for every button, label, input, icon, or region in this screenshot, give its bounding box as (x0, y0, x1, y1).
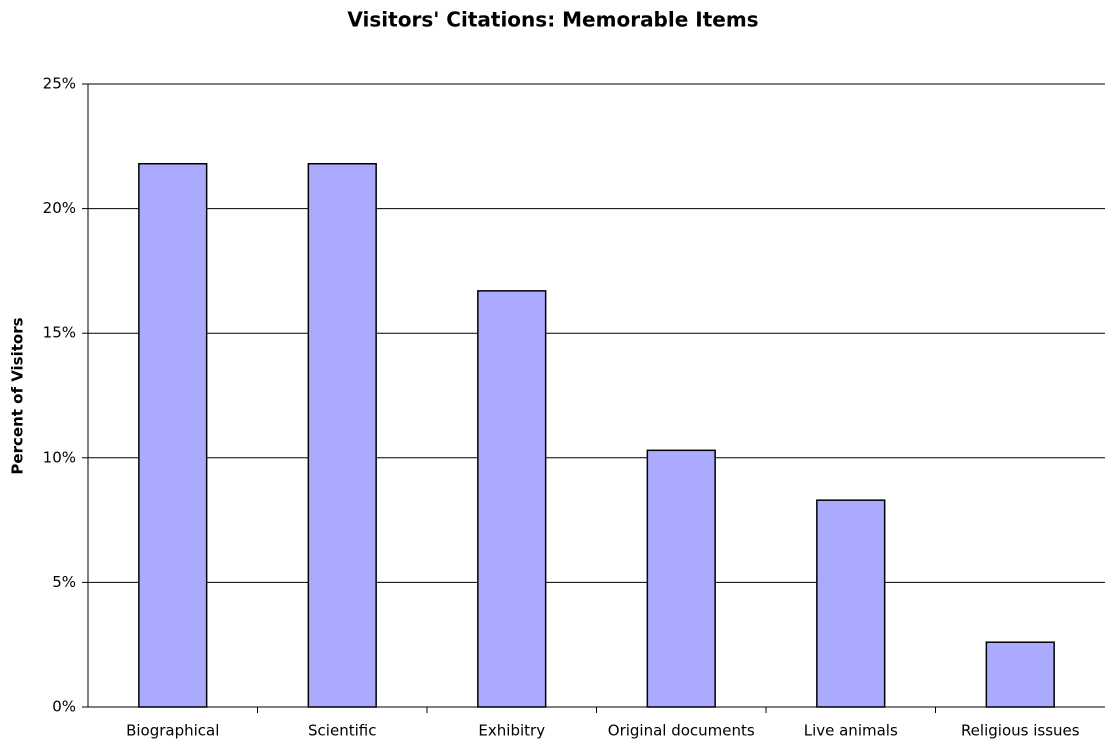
bar (307, 162, 377, 708)
y-tick-label: 20% (43, 199, 76, 217)
bar (985, 641, 1055, 708)
bar (816, 499, 886, 708)
x-tick-label: Biographical (126, 722, 219, 740)
y-tick-label: 25% (43, 75, 76, 93)
x-tick-label: Scientific (308, 722, 376, 740)
x-tick-label: Original documents (608, 722, 755, 740)
x-tick-label: Live animals (804, 722, 898, 740)
y-tick-label: 5% (52, 573, 76, 591)
chart-title: Visitors' Citations: Memorable Items (347, 8, 758, 32)
bar (138, 162, 208, 708)
y-tick-label: 10% (43, 448, 76, 466)
bar (646, 449, 716, 708)
x-tick-label: Exhibitry (478, 722, 545, 740)
bar (477, 290, 547, 708)
y-tick-label: 0% (52, 698, 76, 716)
x-tick-label: Religious issues (961, 722, 1080, 740)
y-axis-label: Percent of Visitors (9, 317, 27, 474)
y-tick-label: 15% (43, 324, 76, 342)
